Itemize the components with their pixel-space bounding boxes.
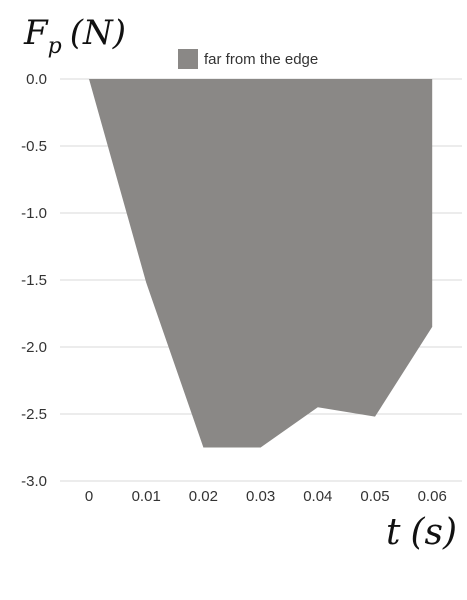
y-axis-title: Fp (N) xyxy=(23,13,126,59)
series-area-0 xyxy=(89,79,433,448)
x-tick-label-5: 0.05 xyxy=(360,488,389,505)
y-tick-label-3: -1.5 xyxy=(21,272,47,289)
legend-swatch xyxy=(178,49,198,69)
x-tick-label-2: 0.02 xyxy=(189,488,218,505)
axis-group: 0.0 -0.5 -1.0 -1.5 -2.0 -2.5 -3.0 0 0.01 0.02 0.03… xyxy=(21,71,447,505)
y-tick-label-6: -3.0 xyxy=(21,473,47,490)
legend: far from the edge xyxy=(178,49,318,69)
series-area-group xyxy=(88,78,433,448)
y-tick-label-5: -2.5 xyxy=(21,406,47,423)
x-tick-label-1: 0.01 xyxy=(132,488,161,505)
y-tick-label-0: 0.0 xyxy=(26,71,47,88)
legend-label: far from the edge xyxy=(204,51,318,68)
x-tick-label-4: 0.04 xyxy=(303,488,332,505)
x-tick-label-6: 0.06 xyxy=(418,488,447,505)
x-tick-label-0: 0 xyxy=(85,488,93,505)
y-tick-label-1: -0.5 xyxy=(21,138,47,155)
y-axis-title-unit: (N) xyxy=(70,13,126,53)
x-axis-title: t (s) xyxy=(386,512,457,553)
y-axis-title-main: F xyxy=(23,13,49,53)
x-tick-label-3: 0.03 xyxy=(246,488,275,505)
x-axis-title-main: t xyxy=(386,512,401,553)
y-axis-title-sub: p xyxy=(48,34,62,59)
x-axis-title-unit: (s) xyxy=(410,512,457,553)
y-tick-label-4: -2.0 xyxy=(21,339,47,356)
y-tick-label-2: -1.0 xyxy=(21,205,47,222)
